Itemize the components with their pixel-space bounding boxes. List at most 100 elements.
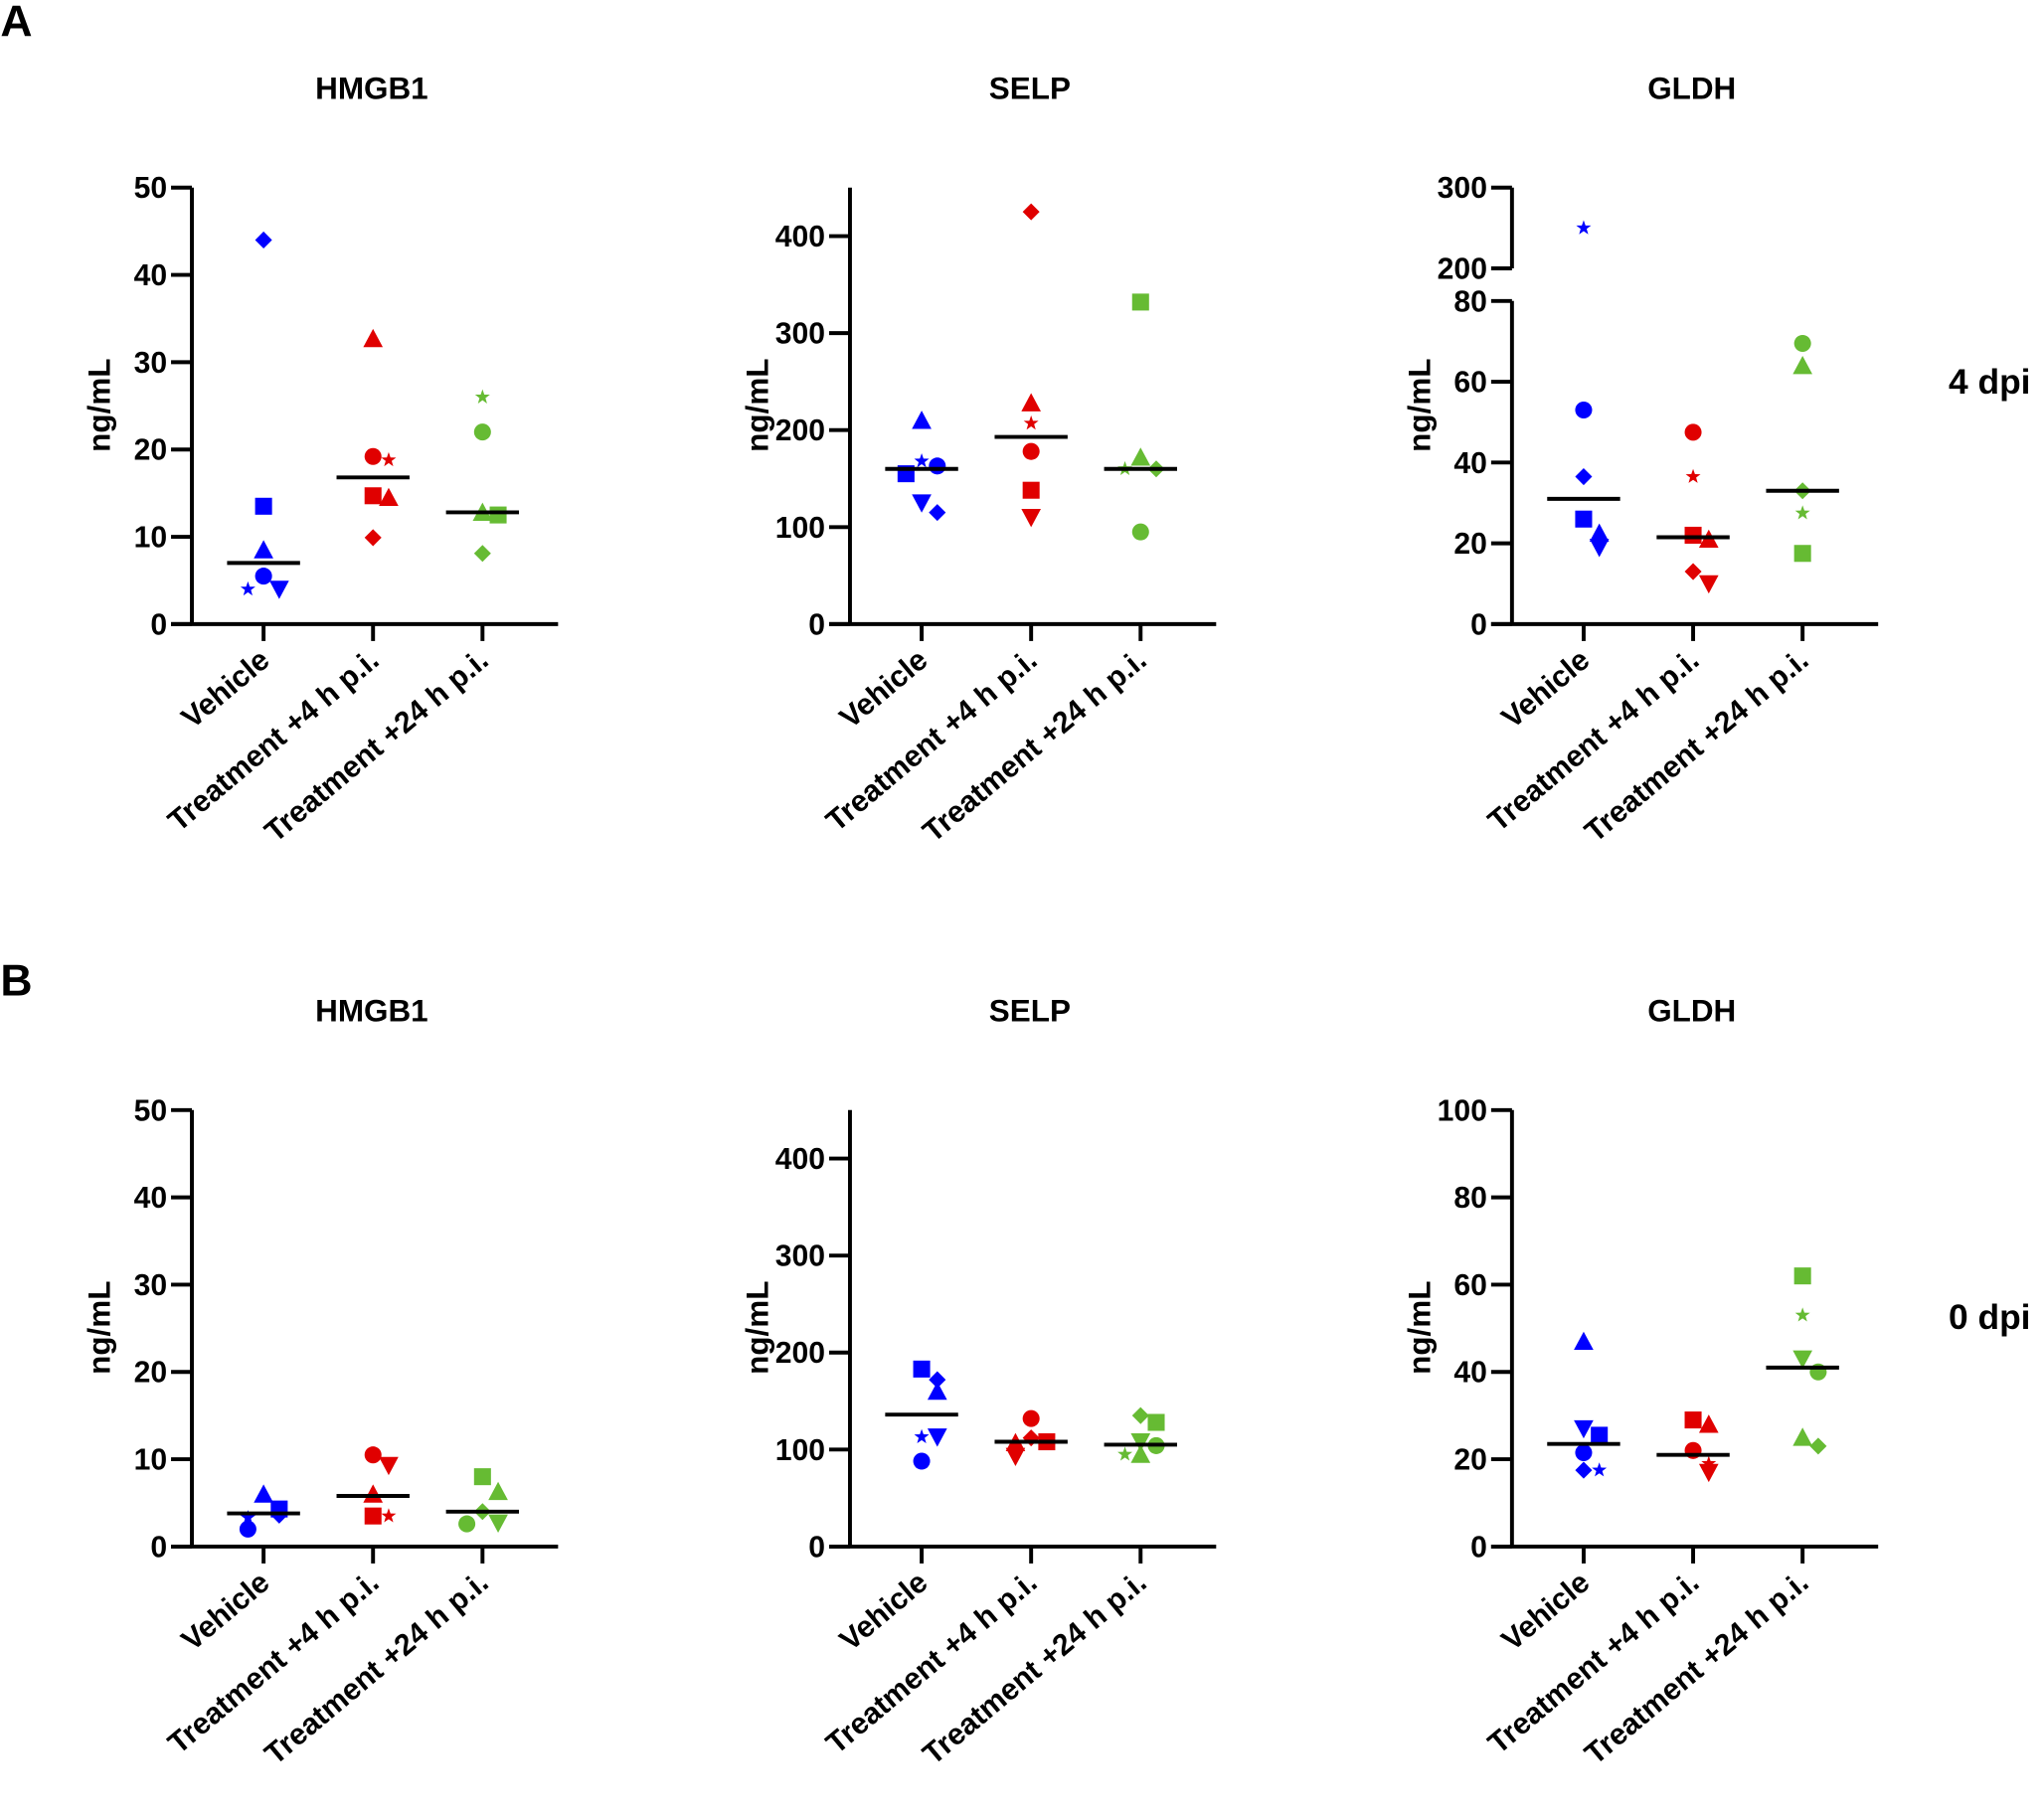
x-tick-label: Vehicle — [1496, 643, 1597, 735]
row-label: 4 dpi — [1949, 363, 2031, 402]
series-group — [336, 328, 410, 547]
marker-triangle-down — [1005, 1447, 1026, 1466]
marker-star — [914, 1428, 930, 1443]
marker-circle — [1022, 1409, 1040, 1427]
marker-square — [255, 497, 272, 515]
marker-star — [1117, 1446, 1133, 1461]
marker-triangle — [927, 1381, 947, 1401]
marker-triangle — [1021, 393, 1042, 412]
marker-diamond — [1809, 1437, 1827, 1455]
marker-triangle — [254, 540, 273, 559]
marker-triangle-down — [1574, 1419, 1594, 1439]
y-tick-label: 0 — [808, 1531, 825, 1564]
marker-circle — [1575, 1443, 1593, 1462]
x-tick-label: Vehicle — [834, 1566, 935, 1657]
marker-triangle — [1130, 447, 1151, 466]
marker-triangle — [363, 1484, 384, 1503]
series-group — [1766, 334, 1839, 563]
series-group — [445, 1468, 520, 1534]
marker-square — [1591, 1426, 1609, 1444]
chart-title: SELP — [989, 72, 1071, 106]
marker-triangle — [254, 1484, 273, 1503]
marker-circle — [364, 447, 382, 465]
marker-square — [1684, 526, 1702, 544]
marker-square — [913, 1360, 931, 1378]
y-tick-label: 400 — [775, 221, 825, 253]
marker-square — [1022, 481, 1040, 499]
marker-square — [1575, 510, 1593, 528]
y-tick-label: 20 — [134, 1357, 168, 1390]
y-tick-label: 50 — [134, 1094, 168, 1127]
marker-diamond — [1575, 468, 1593, 486]
marker-square — [364, 1507, 382, 1525]
series-group — [885, 411, 958, 522]
marker-circle — [458, 1515, 476, 1533]
marker-circle — [364, 1446, 382, 1464]
y-tick-label: 300 — [775, 1240, 825, 1273]
y-tick-label: 0 — [150, 1531, 167, 1564]
x-tick-label: Treatment +4 h p.i. — [1482, 1566, 1705, 1760]
marker-diamond — [929, 1371, 946, 1389]
y-tick-label: 0 — [150, 608, 167, 641]
y-tick-label: 100 — [1438, 1094, 1487, 1127]
marker-circle — [473, 423, 491, 441]
y-tick-label: 60 — [1453, 1269, 1487, 1302]
chart-title: GLDH — [1647, 994, 1736, 1029]
marker-star — [1023, 415, 1039, 430]
marker-star — [381, 451, 397, 467]
marker-triangle-down — [912, 494, 932, 513]
marker-circle — [239, 1520, 256, 1538]
marker-circle — [1684, 423, 1702, 441]
marker-triangle — [1792, 355, 1812, 375]
x-tick-label: Treatment +4 h p.i. — [820, 1566, 1043, 1760]
y-tick-label: 40 — [1453, 447, 1487, 480]
marker-triangle — [912, 411, 932, 429]
y-axis-label: ng/mL — [82, 1281, 116, 1375]
series-group — [994, 203, 1068, 528]
series-group — [1104, 1406, 1177, 1463]
marker-star — [914, 453, 930, 468]
y-tick-label: 10 — [134, 1444, 168, 1477]
y-axis-label: ng/mL — [82, 358, 116, 451]
y-tick-label: 200 — [775, 1337, 825, 1370]
y-tick-label: 40 — [134, 1182, 168, 1215]
series-group — [1656, 1411, 1730, 1483]
marker-diamond — [364, 529, 382, 547]
marker-triangle — [1792, 1427, 1812, 1446]
marker-triangle — [488, 1481, 508, 1501]
marker-triangle — [1574, 1331, 1594, 1351]
panel-label: B — [0, 956, 32, 1005]
y-tick-label: 50 — [134, 172, 168, 205]
marker-star — [1685, 468, 1701, 483]
y-axis-label: ng/mL — [1402, 358, 1437, 451]
y-tick-label: 10 — [134, 522, 168, 555]
series-group — [227, 1484, 300, 1538]
series-group — [1766, 1267, 1839, 1455]
marker-triangle — [1589, 523, 1610, 542]
x-tick-label: Vehicle — [176, 1566, 276, 1657]
y-tick-label: 80 — [1453, 1182, 1487, 1215]
marker-triangle-down — [1021, 509, 1042, 528]
marker-circle — [255, 568, 272, 585]
marker-triangle-down — [269, 580, 289, 599]
marker-triangle-down — [488, 1514, 508, 1534]
row-label: 0 dpi — [1949, 1298, 2031, 1337]
chart-title: HMGB1 — [315, 994, 428, 1029]
marker-square — [1793, 545, 1811, 563]
marker-diamond — [1684, 563, 1702, 580]
y-tick-label: 30 — [134, 1269, 168, 1302]
marker-triangle-down — [379, 1456, 399, 1476]
x-tick-label: Treatment +4 h p.i. — [162, 643, 385, 838]
chart-title: GLDH — [1647, 72, 1736, 106]
marker-star — [381, 1508, 397, 1523]
marker-diamond — [929, 504, 946, 522]
y-tick-label: 40 — [134, 259, 168, 292]
y-tick-label: 200 — [1438, 253, 1487, 286]
marker-triangle-down — [1792, 1350, 1812, 1369]
series-group — [1104, 293, 1177, 541]
